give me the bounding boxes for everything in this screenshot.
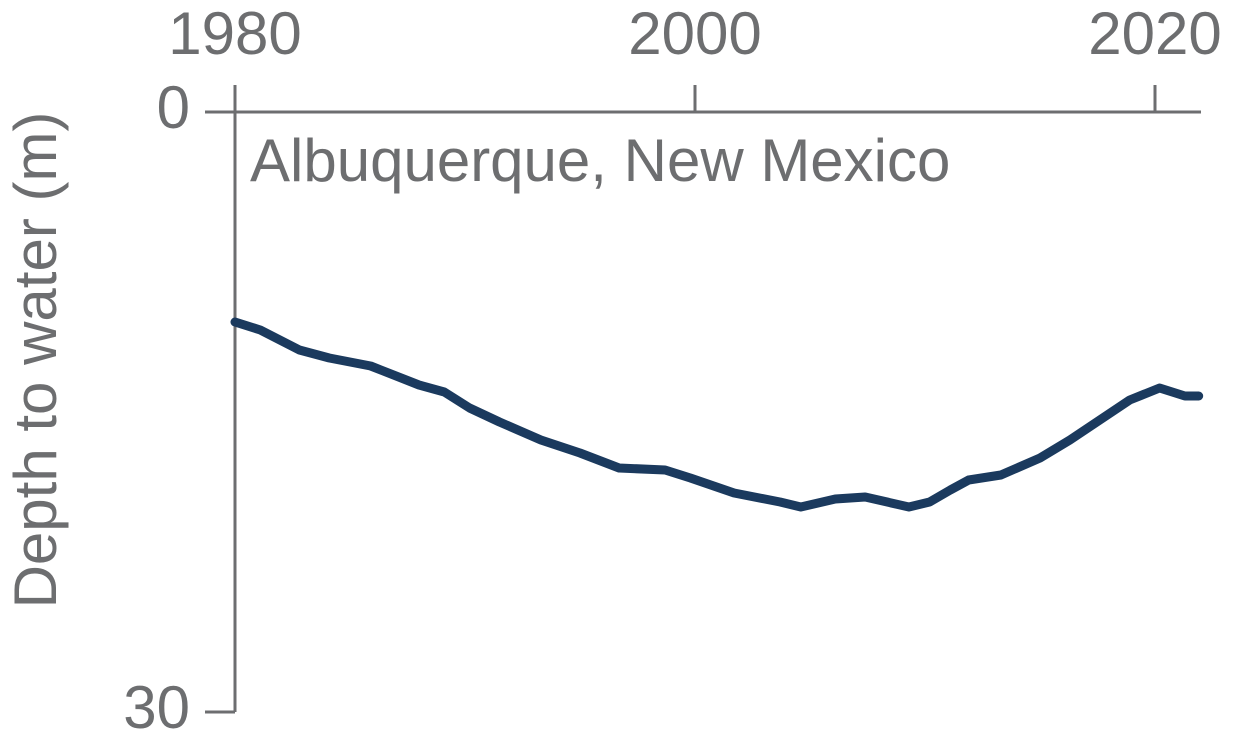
x-tick-label: 2020 <box>1088 0 1221 67</box>
chart-annotation: Albuquerque, New Mexico <box>250 127 950 194</box>
y-axis-label: Depth to water (m) <box>2 112 69 609</box>
x-tick-label: 1980 <box>168 0 301 67</box>
y-tick-label: 0 <box>157 74 190 141</box>
x-tick-label: 2000 <box>628 0 761 67</box>
data-line <box>230 317 1204 512</box>
y-tick-label: 30 <box>123 674 190 741</box>
